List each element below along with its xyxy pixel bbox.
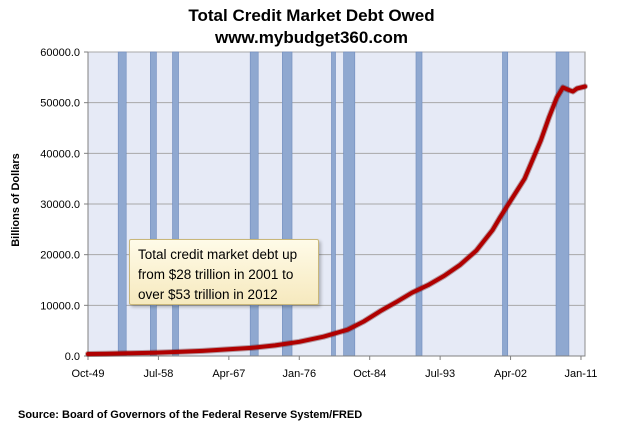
y-tick-label: 20000.0 — [40, 250, 80, 262]
y-tick-label: 60000.0 — [40, 47, 80, 59]
x-tick-label: Apr-02 — [494, 368, 527, 380]
x-tick-label: Oct-49 — [71, 368, 104, 380]
x-tick-label: Jan-76 — [282, 368, 316, 380]
series-line — [86, 84, 587, 356]
recession-band — [343, 51, 356, 357]
y-tick-label: 0.0 — [65, 351, 80, 363]
recession-band — [150, 51, 157, 357]
y-tick-label: 40000.0 — [40, 148, 80, 160]
x-tick-label: Oct-84 — [353, 368, 386, 380]
recession-band — [415, 51, 423, 357]
x-tick-label: Jan-11 — [565, 368, 598, 380]
annotation-line-2: from $28 trillion in 2001 to — [138, 267, 294, 282]
y-tick-label: 50000.0 — [40, 98, 80, 110]
source-note: Source: Board of Governors of the Federa… — [18, 409, 363, 421]
y-tick-label: 10000.0 — [40, 300, 80, 312]
recession-band — [249, 51, 259, 357]
x-tick-label: Jul-93 — [425, 368, 455, 380]
annotation-box: Total credit market debt up from $28 tri… — [129, 239, 319, 305]
y-tick-label: 30000.0 — [40, 199, 80, 211]
recession-band — [331, 51, 336, 357]
x-tick-label: Jul-58 — [143, 368, 173, 380]
chart-subtitle: www.mybudget360.com — [214, 28, 409, 47]
recession-band — [282, 51, 293, 357]
recession-band — [117, 51, 127, 357]
x-tick-label: Apr-67 — [212, 368, 245, 380]
annotation-line-1: Total credit market debt up — [138, 247, 298, 262]
chart-title: Total Credit Market Debt Owed — [188, 6, 435, 25]
annotation-line-3: over $53 trillion in 2012 — [138, 287, 278, 302]
recession-band — [172, 51, 179, 357]
